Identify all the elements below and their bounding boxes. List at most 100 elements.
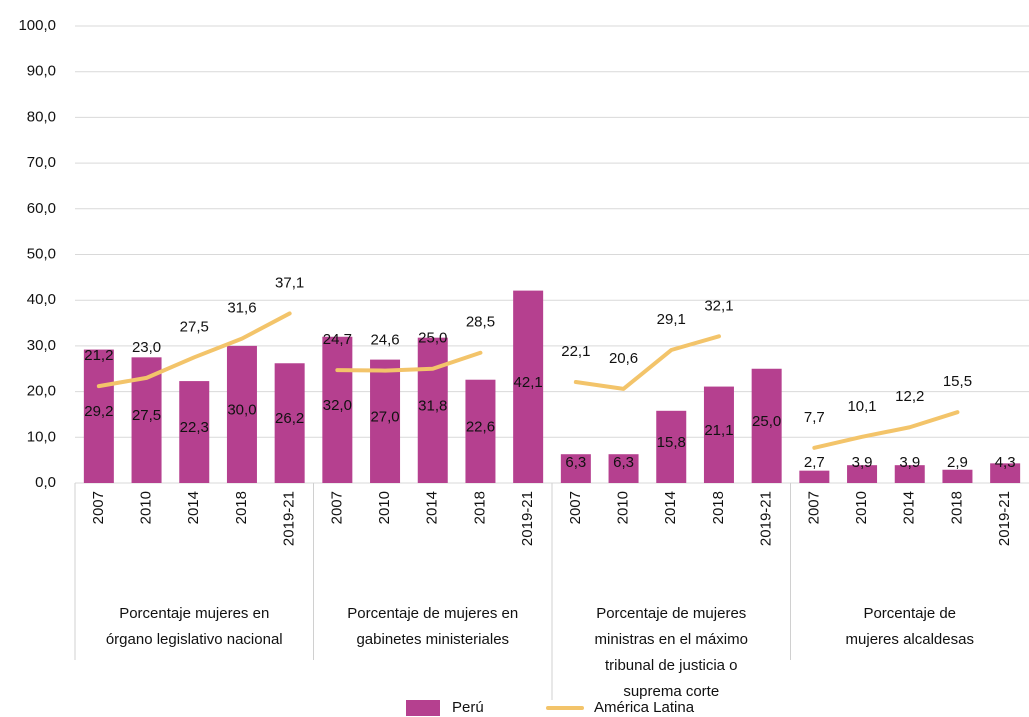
bar (417, 337, 448, 483)
group-label: Porcentaje de mujeres ministras en el máx… (595, 605, 748, 700)
line (335, 350, 483, 373)
x-tick-label: 2018 (948, 491, 965, 524)
y-tick-label: 40,0 (27, 291, 56, 308)
data-label: 20,6 (609, 350, 638, 367)
bar (83, 349, 114, 483)
bar (942, 469, 973, 483)
bar (226, 345, 257, 483)
data-label: 31,6 (227, 300, 256, 317)
group-label-line: Porcentaje de (863, 605, 956, 622)
data-label: 2,9 (947, 454, 968, 471)
bar (656, 410, 687, 483)
data-label: 24,6 (370, 332, 399, 349)
legend-label: América Latina (594, 699, 695, 716)
data-label: 29,1 (657, 311, 686, 328)
legend-swatch (406, 700, 440, 716)
bar (513, 290, 544, 483)
data-label: 12,2 (895, 388, 924, 405)
data-label: 22,1 (561, 343, 590, 360)
x-tick-label: 2018 (233, 491, 250, 524)
bar (179, 381, 210, 483)
bar (751, 368, 782, 483)
data-label: 27,5 (132, 407, 161, 424)
group-label-line: órgano legislativo nacional (106, 631, 283, 648)
x-tick-label: 2014 (185, 491, 202, 524)
data-label: 15,5 (943, 373, 972, 390)
x-tick-label: 2007 (567, 491, 584, 524)
bar (703, 386, 734, 483)
data-label: 23,0 (132, 339, 161, 356)
x-tick-label: 2007 (328, 491, 345, 524)
data-label: 32,0 (323, 397, 352, 414)
data-label: 28,5 (466, 314, 495, 331)
x-tick-label: 2018 (471, 491, 488, 524)
bar (847, 465, 878, 483)
data-label: 22,6 (466, 418, 495, 435)
x-tick-label: 2007 (90, 491, 107, 524)
x-tick-label: 2019-21 (996, 491, 1013, 546)
bar (370, 359, 401, 483)
data-label: 37,1 (275, 274, 304, 291)
group-label-line: Porcentaje mujeres en (119, 605, 269, 622)
data-label: 4,3 (995, 454, 1016, 471)
x-tick-label: 2018 (710, 491, 727, 524)
line (812, 410, 960, 450)
group-label-line: mujeres alcaldesas (846, 631, 974, 648)
x-tick-label: 2019-21 (758, 491, 775, 546)
x-tick-label: 2014 (901, 491, 918, 524)
data-label: 29,2 (84, 403, 113, 420)
x-tick-label: 2010 (376, 491, 393, 524)
bar (322, 336, 353, 483)
y-tick-label: 10,0 (27, 428, 56, 445)
y-tick-label: 100,0 (18, 17, 56, 34)
data-label: 21,2 (84, 347, 113, 364)
y-tick-label: 80,0 (27, 108, 56, 125)
bar (560, 454, 591, 483)
line (96, 311, 292, 389)
group-label: Porcentaje de mujeres alcaldesas (846, 605, 974, 648)
x-tick-label: 2019-21 (519, 491, 536, 546)
group-label-line: suprema corte (623, 683, 719, 700)
group-label-line: Porcentaje de mujeres en (347, 605, 518, 622)
data-label: 22,3 (180, 419, 209, 436)
data-label: 32,1 (704, 297, 733, 314)
data-label: 10,1 (847, 398, 876, 415)
data-label: 27,0 (370, 408, 399, 425)
bar (274, 363, 305, 483)
group-label-line: tribunal de justicia o (605, 657, 738, 674)
bar (799, 470, 830, 483)
bar (465, 379, 496, 483)
data-label: 42,1 (514, 374, 543, 391)
x-tick-label: 2014 (662, 491, 679, 524)
data-label: 27,5 (180, 318, 209, 335)
group-label-line: gabinetes ministeriales (356, 631, 509, 648)
x-tick-label: 2010 (138, 491, 155, 524)
y-tick-label: 70,0 (27, 154, 56, 171)
data-label: 2,7 (804, 454, 825, 471)
data-label: 6,3 (565, 454, 586, 471)
group-label: Porcentaje de mujeres en gabinetes minist… (347, 605, 518, 648)
x-tick-label: 2007 (805, 491, 822, 524)
line (573, 334, 721, 391)
data-label: 24,7 (323, 331, 352, 348)
x-tick-label: 2014 (424, 491, 441, 524)
data-label: 3,9 (852, 454, 873, 471)
legend-label: Perú (452, 699, 484, 716)
y-tick-label: 20,0 (27, 383, 56, 400)
data-label: 25,0 (752, 413, 781, 430)
group-label-line: Porcentaje de mujeres (596, 605, 746, 622)
data-label: 6,3 (613, 454, 634, 471)
data-label: 26,2 (275, 410, 304, 427)
y-tick-label: 60,0 (27, 200, 56, 217)
y-tick-label: 0,0 (35, 474, 56, 491)
data-label: 15,8 (657, 434, 686, 451)
data-label: 30,0 (227, 401, 256, 418)
bar (894, 465, 925, 483)
y-tick-label: 50,0 (27, 245, 56, 262)
y-tick-label: 90,0 (27, 63, 56, 80)
group-label-line: ministras en el máximo (595, 631, 748, 648)
data-label: 31,8 (418, 397, 447, 414)
data-label: 21,1 (704, 422, 733, 439)
bar (990, 463, 1021, 483)
data-label: 7,7 (804, 409, 825, 426)
